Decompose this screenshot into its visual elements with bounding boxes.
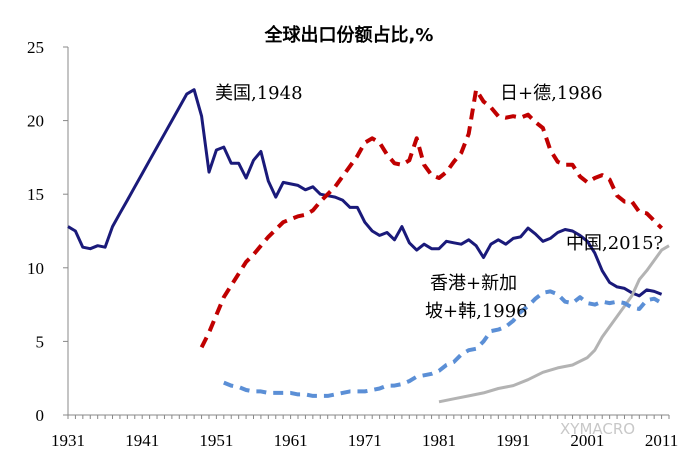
annotation-usa: 美国,1948	[215, 83, 303, 104]
y-tick-label-10: 10	[27, 259, 44, 278]
x-tick-label-1931: 1931	[51, 431, 85, 450]
y-tick-label-15: 15	[27, 185, 44, 204]
y-tick-label-5: 5	[36, 332, 45, 351]
annotation-china: 中国,2015?	[566, 233, 663, 254]
y-tick-label-0: 0	[36, 406, 45, 425]
x-tick-label-1991: 1991	[496, 431, 530, 450]
annotations: 美国,1948 日+德,1986 中国,2015? 香港+新加 坡+韩,1996	[215, 83, 663, 322]
x-tick-label-1951: 1951	[199, 431, 233, 450]
axes: 0 5 10 15 20 25 1931 1941 1951 1961 1971 1981 1991 20…	[27, 38, 678, 450]
series-group	[67, 87, 670, 404]
series-line-3	[223, 289, 663, 398]
x-tick-label-1971: 1971	[348, 431, 382, 450]
y-tick-label-20: 20	[27, 112, 44, 131]
y-tick-label-25: 25	[27, 38, 44, 57]
watermark-text: XYMACRO	[560, 420, 635, 438]
chart-title: 全球出口份额占比,%	[264, 24, 434, 46]
x-tick-label-1941: 1941	[125, 431, 159, 450]
x-tick-label-1961: 1961	[274, 431, 308, 450]
series-line-2	[438, 244, 670, 404]
annotation-hk-sg-line1: 香港+新加	[430, 273, 517, 294]
x-tick-label-1981: 1981	[422, 431, 456, 450]
annotation-japan-germany: 日+德,1986	[500, 83, 603, 104]
annotation-hk-sg-line2: 坡+韩,1996	[425, 301, 528, 322]
series-line-0	[67, 88, 663, 298]
x-tick-label-2001: 2001	[570, 431, 604, 450]
series-line-1	[199, 87, 664, 349]
x-tick-label-2011: 2011	[645, 431, 678, 450]
